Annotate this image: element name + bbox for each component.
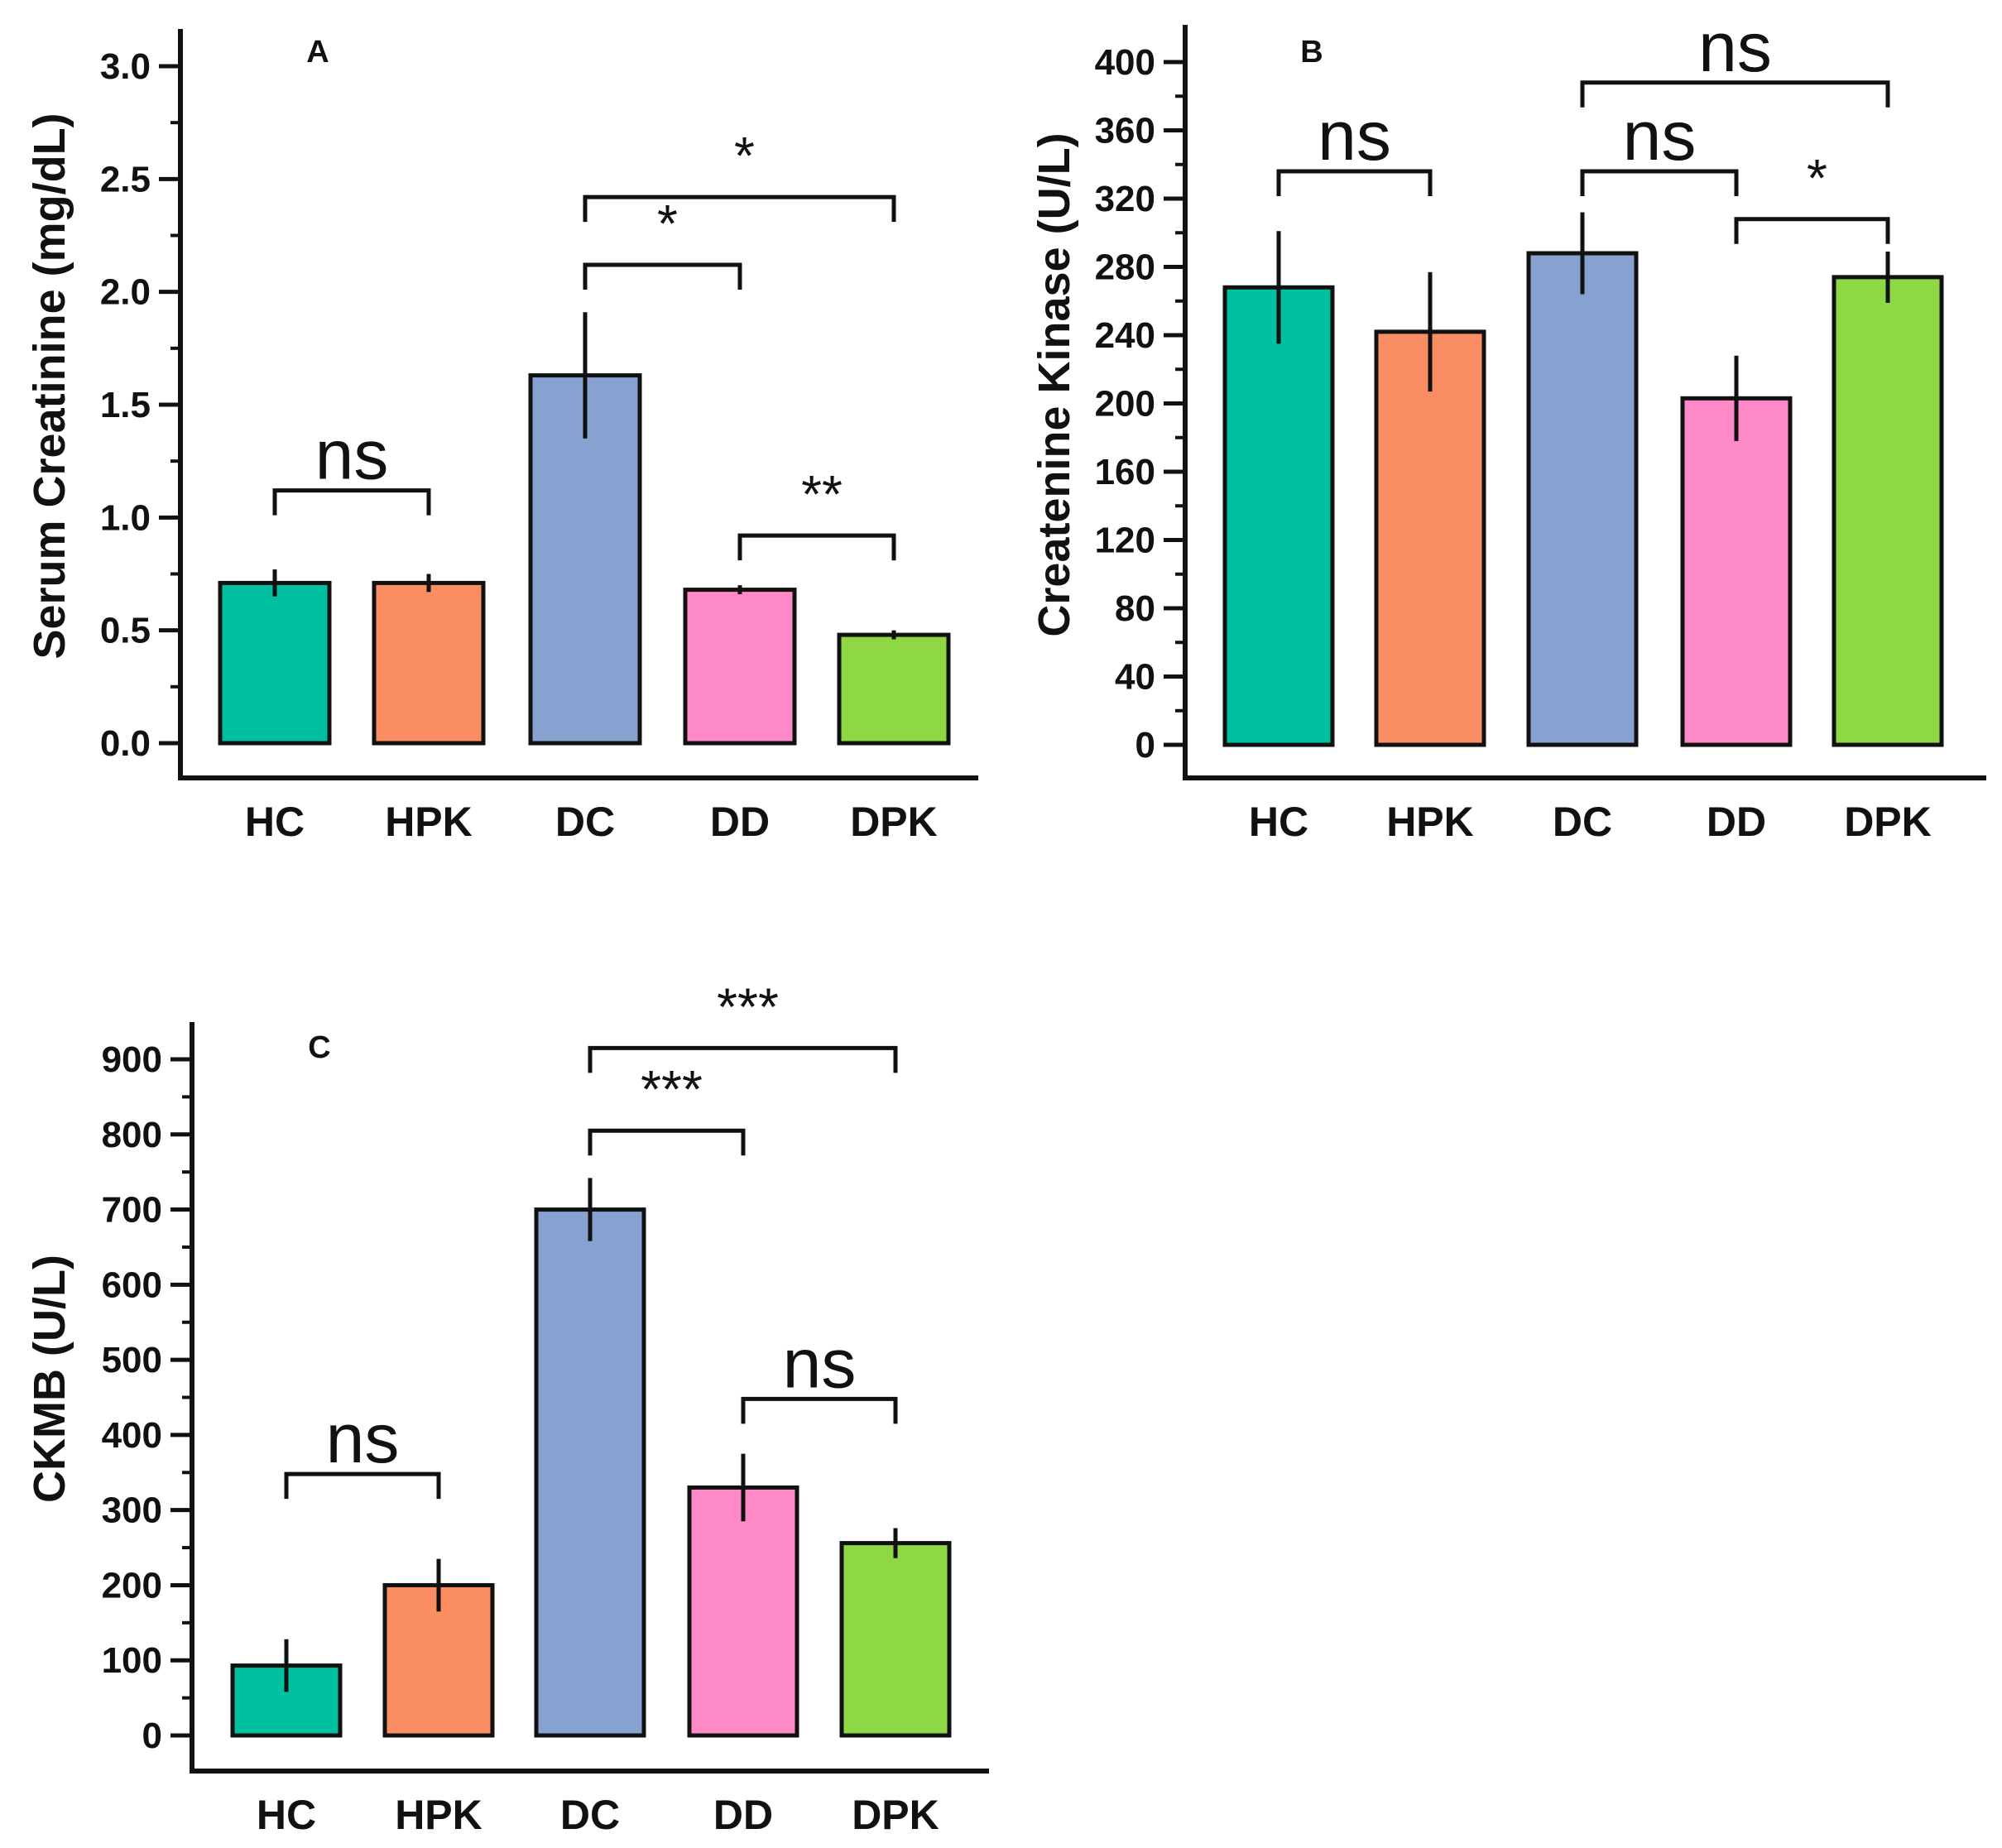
panel-b-significance-label: ns [1318,97,1391,175]
panel-a-tick-label: 0.5 [100,611,151,651]
panel-b-tick-label: 120 [1095,521,1155,561]
panel-b-y-axis-title: Createnine Kinase (U/L) [1030,132,1079,636]
panel-a-tick-label: 2.0 [100,272,151,313]
panel-b-category-label: DD [1707,799,1766,845]
panel-a-category-label: DPK [850,799,938,845]
panel-c-significance-label: *** [641,1059,703,1119]
panel-a-tick-label: 2.5 [100,159,151,199]
panel-c-bar-dd [687,1485,799,1738]
panel-a-tick-label: 1.5 [100,385,151,425]
panel-a-significance-label: * [734,126,755,185]
panel-b-tick-label: 160 [1095,452,1155,492]
panel-a-significance-bracket [583,262,742,290]
panel-b-category-label: HC [1249,799,1308,845]
panel-b-bar-hc [1222,285,1335,747]
panel-a-tick-label: 0.0 [100,723,151,764]
panel-b-bar-dc [1526,251,1639,747]
panel-a-bar-hc [218,580,332,746]
panel-c-category-label: DD [713,1792,773,1838]
panel-c-category-label: HC [257,1792,316,1838]
panel-b-bar-hpk [1374,329,1486,747]
panel-a-significance-label: ns [315,416,389,494]
panel-c-category-label: HPK [395,1792,482,1838]
panel-c-significance-bracket [284,1471,441,1500]
panel-c-tick-label: 400 [102,1415,162,1456]
panel-c-tick-label: 300 [102,1490,162,1531]
panel-a-bar-hpk [372,580,486,746]
panel-c-tick-label: 600 [102,1265,162,1305]
panel-c-significance-bracket [588,1128,746,1156]
panel-c-category-label: DPK [852,1792,939,1838]
panel-c-y-axis-title: CKMB (U/L) [25,1255,74,1503]
panel-a-y-axis-title: Serum Creatinine (mg/dL) [25,113,74,659]
panel-b-bar-dpk [1832,275,1944,747]
panel-c-bar-dpk [839,1541,952,1738]
panel-a-category-label: HC [245,799,305,845]
panel-b: 0 40 80 120 160 200 240 280 320 360 400 HC HPK DC DD DP… [1030,8,1986,845]
panel-a-bar-dpk [837,632,951,746]
panel-b-tick-label: 0 [1135,725,1155,766]
panel-c: 0 100 200 300 400 500 600 700 800 900 HC HPK DC DD DPK… [25,977,989,1838]
panel-c-tick-label: 200 [102,1565,162,1606]
panel-b-tick-label: 400 [1095,42,1155,83]
panel-c-significance-bracket [588,1045,898,1073]
panel-c-tick-label: 700 [102,1190,162,1231]
panel-c-tick-label: 500 [102,1340,162,1380]
panel-a-significance-bracket [272,488,431,516]
panel-c-significance-label: ns [326,1399,400,1477]
panel-a-letter: A [306,35,329,70]
panel-b-tick-label: 200 [1095,384,1155,425]
panel-c-tick-label: 100 [102,1640,162,1681]
panel-b-significance-bracket [1580,80,1890,108]
panel-b-category-label: DC [1553,799,1612,845]
panel-b-tick-label: 360 [1095,111,1155,151]
panel-b-tick-label: 80 [1115,588,1155,629]
panel-b-tick-label: 280 [1095,247,1155,288]
panel-a-significance-bracket [583,194,896,223]
panel-c-tick-label: 800 [102,1115,162,1155]
panel-a-significance-bracket [737,533,896,561]
panel-c-bar-dc [534,1207,646,1738]
panel-b-tick-label: 320 [1095,179,1155,219]
panel-c-significance-label: ns [783,1324,857,1402]
panel-c-tick-label: 900 [102,1039,162,1080]
panel-b-significance-label: ns [1698,8,1772,86]
panel-a-tick-label: 3.0 [100,46,151,87]
panel-a-tick-label: 1.0 [100,497,151,538]
panel-b-letter: B [1300,35,1323,70]
panel-b-category-label: HPK [1386,799,1474,845]
panel-c-tick-label: 0 [142,1716,162,1756]
panel-b-bar-dd [1680,396,1793,747]
panel-c-significance-bracket [741,1396,898,1424]
panel-b-significance-bracket [1580,169,1739,196]
panel-c-category-label: DC [560,1792,620,1838]
panel-b-category-label: DPK [1844,799,1932,845]
panel-c-letter: C [308,1030,330,1065]
panel-b-significance-bracket [1276,169,1433,196]
panel-a-significance-label: ** [801,464,843,524]
panel-a-bar-dd [683,588,797,746]
panel-b-tick-label: 40 [1115,657,1155,698]
panel-a-category-label: DD [710,799,770,845]
panel-b-tick-label: 240 [1095,315,1155,356]
panel-a-category-label: HPK [385,799,473,845]
panel-a-significance-label: * [657,194,678,253]
panel-a-category-label: DC [555,799,615,845]
panel-b-significance-label: * [1807,148,1827,208]
panel-a: 0.00.51.01.52.02.53.0HC HPK DC DD DPKns****A… [25,29,978,845]
panel-b-significance-label: ns [1623,97,1697,175]
panel-b-significance-bracket [1734,217,1890,244]
panel-c-significance-label: *** [717,977,779,1036]
